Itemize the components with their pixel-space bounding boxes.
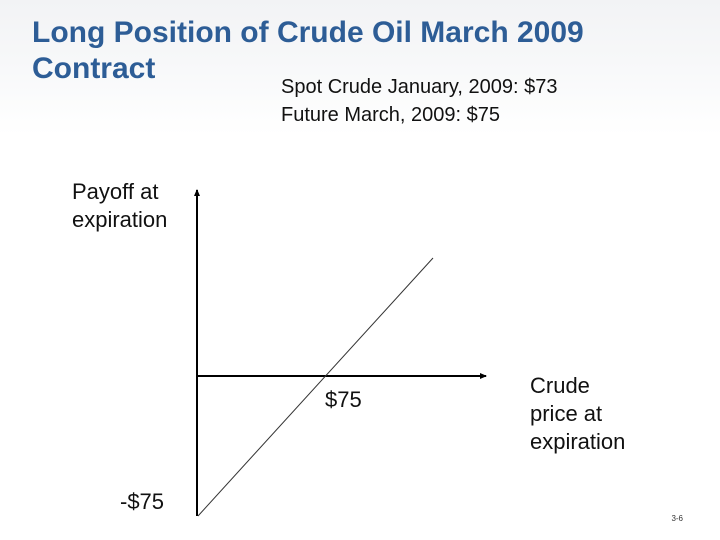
strike-price-label: $75 (325, 387, 362, 412)
long-payoff-line (197, 257, 434, 517)
y-axis-label-line-2: expiration (72, 207, 168, 232)
slide-title: Long Position of Crude Oil March 2009 Co… (32, 15, 584, 87)
x-axis-label-line-2: price at (530, 401, 603, 426)
future-price-text: Future March, 2009: $75 (281, 104, 501, 126)
slide-number: 3-6 (671, 514, 683, 523)
y-axis-label: Payoff at expiration (72, 178, 167, 234)
title-background (0, 0, 720, 135)
slide-title-line-2: Contract (32, 52, 156, 85)
x-axis-label-line-1: Crude (530, 373, 590, 398)
y-axis-label-line-1: Payoff at (72, 179, 159, 204)
spot-price-text: Spot Crude January, 2009: $73 (281, 76, 558, 98)
slide-title-line-1: Long Position of Crude Oil March 2009 (32, 16, 584, 49)
negative-payoff-label: -$75 (120, 489, 165, 514)
x-axis-label-line-3: expiration (530, 429, 626, 454)
price-info: Spot Crude January, 2009: $73 Future Mar… (281, 73, 557, 129)
x-axis-label: Crude price at expiration (530, 372, 625, 456)
